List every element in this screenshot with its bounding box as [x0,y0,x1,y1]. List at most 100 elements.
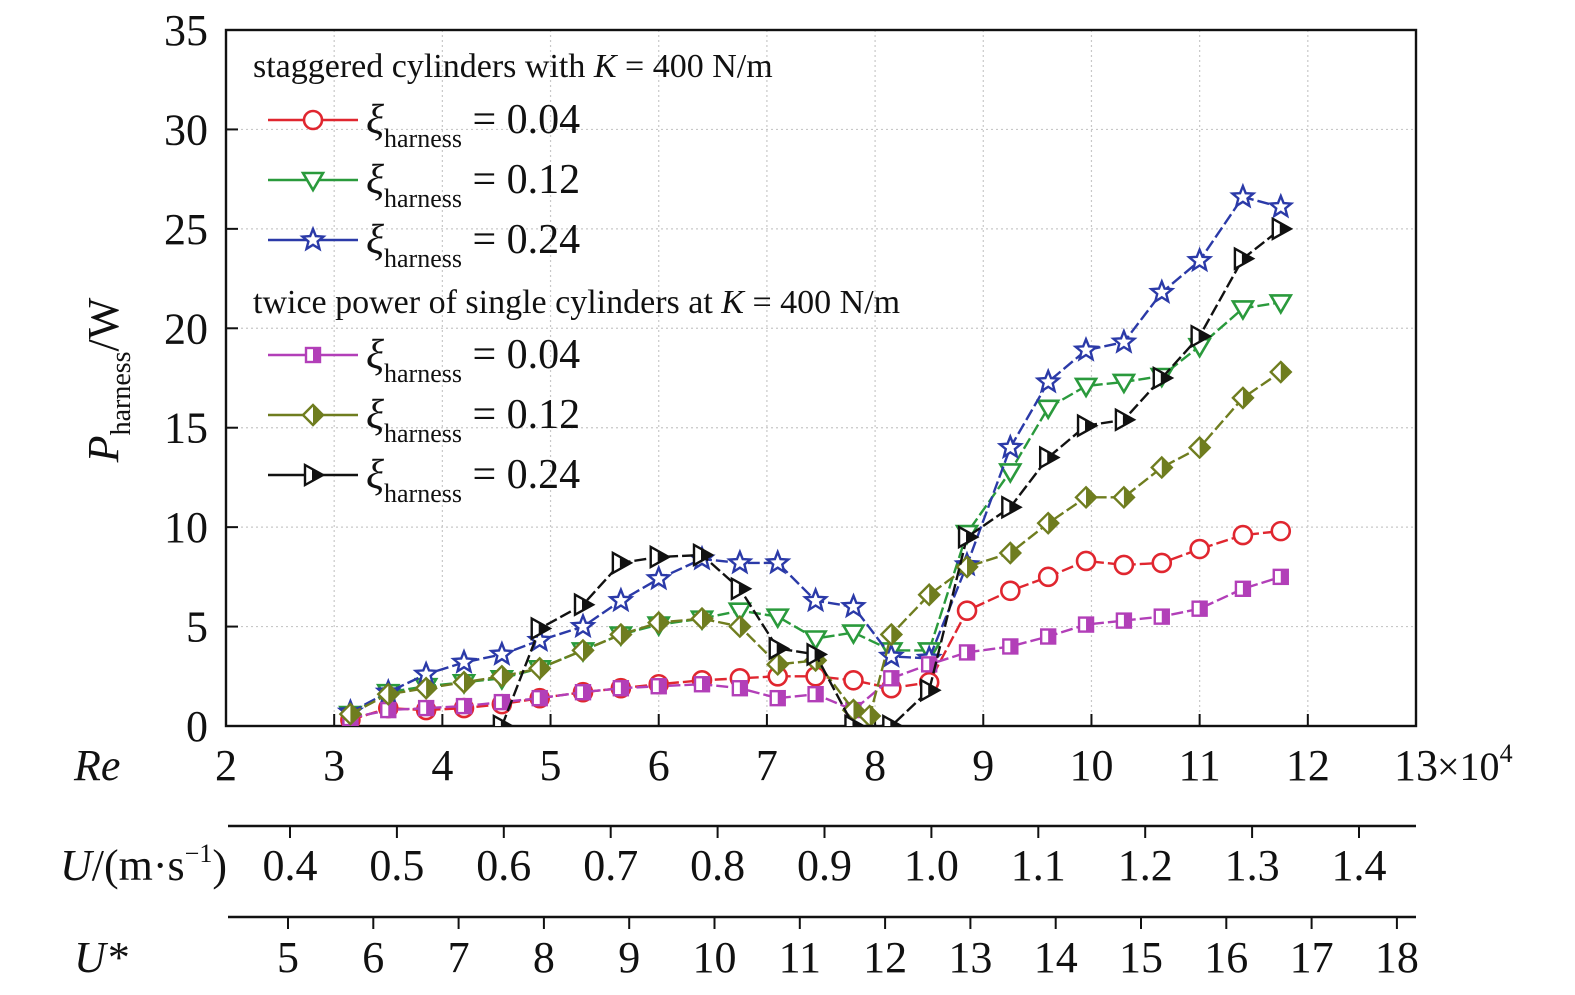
data-point [727,602,753,624]
u-axis: 0.4 0.5 0.6 0.7 0.8 0.9 1.0 1.1 1.2 1.3 1.4 [263,826,1387,890]
data-point [530,616,553,641]
y-tick-label: 10 [164,503,208,552]
data-point [843,669,864,691]
ustar-tick-label: 12 [863,933,907,982]
data-point [1151,552,1173,574]
ustar-tick-label: 6 [362,933,384,982]
re-tick-label: 2 [215,741,237,790]
y-tick-label: 20 [164,304,208,353]
data-point [612,680,630,697]
legend-entry-6: ξharness = 0.24 [268,452,580,508]
data-point [807,685,824,703]
data-point [1230,300,1256,321]
data-point [957,525,980,550]
legend: staggered cylinders with K = 400 N/m twi… [253,48,900,508]
y-tick-label: 15 [164,404,208,453]
data-point [531,689,548,707]
legend-marker [300,171,326,193]
data-point [765,608,791,630]
u-tick-label: 0.5 [369,841,424,890]
data-point [571,638,595,663]
re-tick-label: 13 [1394,741,1438,790]
data-point [917,583,941,607]
data-point [731,680,749,697]
data-point [1035,399,1061,421]
series-5 [338,360,1293,726]
data-point [693,676,711,693]
data-point [1075,550,1097,572]
data-point [1114,407,1137,432]
data-point [841,624,866,646]
data-point [1036,511,1060,535]
data-point [1229,182,1257,209]
data-point [728,614,752,639]
ustar-tick-label: 7 [448,933,470,982]
data-point [882,713,904,726]
data-point [998,463,1023,485]
legend-label: ξharness = 0.12 [366,392,580,448]
data-point [490,664,514,688]
data-point [1272,568,1289,586]
data-point [1186,246,1214,273]
data-point [919,678,942,703]
re-tick-label: 12 [1286,741,1330,790]
y-axis: 0 5 10 15 20 25 30 35 [164,6,238,751]
data-point [768,636,791,661]
data-point [1002,638,1019,655]
data-point [647,610,671,635]
data-point [692,542,715,568]
data-point [1077,616,1095,633]
data-point [1231,386,1255,410]
ustar-tick-label: 5 [277,933,299,982]
data-point [1232,524,1254,546]
re-tick-label: 9 [972,741,994,790]
legend-marker [299,225,327,252]
re-axis: 2 3 4 5 6 7 8 9 10 11 12 13 [215,714,1438,790]
series-4 [342,568,1289,726]
u-tick-label: 0.9 [797,841,852,890]
data-point [996,433,1024,460]
data-point [488,640,516,666]
data-point [1270,520,1292,542]
data-point [1267,192,1295,219]
data-point [1038,445,1061,470]
re-tick-label: 7 [756,741,778,790]
legend-group2-title: twice power of single cylinders at K = 4… [253,284,900,321]
data-point [1233,246,1256,271]
re-tick-label: 8 [864,741,886,790]
re-tick-label: 3 [323,741,345,790]
data-point [956,600,978,621]
u-tick-label: 1.3 [1225,841,1280,890]
legend-marker [301,403,325,427]
data-point [839,592,867,619]
legend-label: ξharness = 0.04 [366,332,580,388]
ustar-tick-label: 16 [1204,933,1248,982]
u-tick-label: 0.8 [690,841,745,890]
series-3 [336,182,1295,724]
ustar-tick-label: 14 [1034,933,1078,982]
legend-marker [302,109,324,131]
u-tick-label: 1.0 [904,841,959,890]
data-point [1191,600,1208,617]
data-point [1112,485,1136,510]
series-6 [492,216,1294,726]
data-point [766,652,790,677]
u-tick-label: 1.4 [1332,841,1387,890]
data-point [726,548,754,575]
data-point [806,642,829,667]
re-tick-label: 11 [1178,741,1220,790]
data-point [650,678,667,695]
legend-group1-title: staggered cylinders with K = 400 N/m [253,48,773,85]
ustar-tick-label: 10 [693,933,737,982]
data-point [528,656,552,681]
data-point [1152,365,1175,391]
data-point [857,704,882,726]
data-point [1039,628,1057,645]
data-point [958,644,976,661]
data-point [883,670,900,687]
u-tick-label: 0.6 [476,841,531,890]
y-tick-label: 25 [164,205,208,254]
re-tick-label: 10 [1069,741,1113,790]
data-point [1001,495,1023,520]
